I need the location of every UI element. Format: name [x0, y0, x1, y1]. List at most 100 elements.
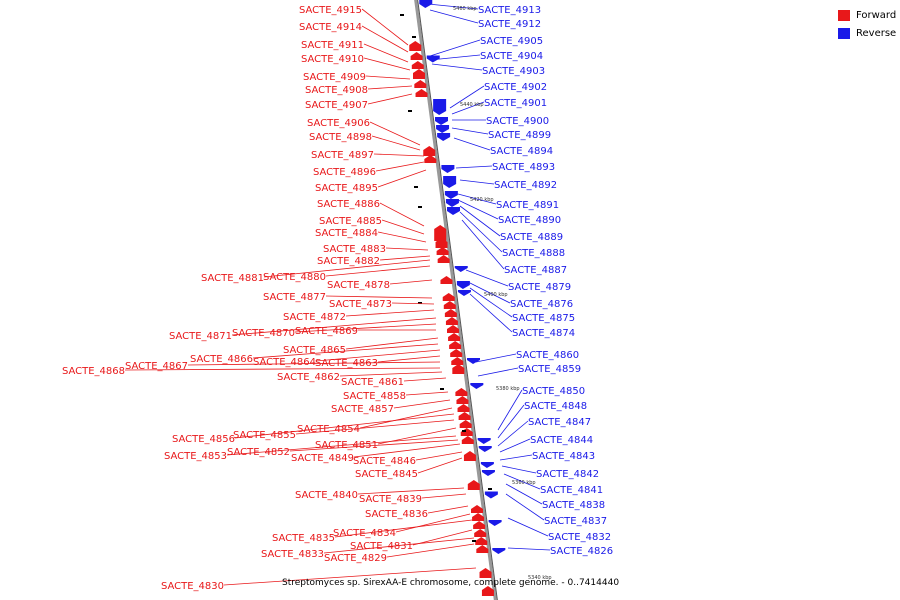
forward-gene-label[interactable]: SACTE_4871	[169, 331, 232, 342]
forward-gene-label[interactable]: SACTE_4909	[303, 72, 366, 83]
reverse-gene-label[interactable]: SACTE_4903	[482, 66, 545, 77]
reverse-gene-label[interactable]: SACTE_4890	[498, 215, 561, 226]
forward-gene-label[interactable]: SACTE_4836	[365, 509, 428, 520]
reverse-gene-label[interactable]: SACTE_4838	[542, 500, 605, 511]
reverse-leader-line	[469, 287, 513, 318]
forward-gene-label[interactable]: SACTE_4873	[329, 299, 392, 310]
reverse-leader-line	[505, 493, 545, 521]
forward-gene-label[interactable]: SACTE_4910	[301, 54, 364, 65]
forward-leader-line	[381, 219, 425, 235]
forward-gene-label[interactable]: SACTE_4885	[319, 216, 382, 227]
forward-gene-label[interactable]: SACTE_4835	[272, 533, 335, 544]
forward-gene-label[interactable]: SACTE_4846	[353, 456, 416, 467]
reverse-gene-label[interactable]: SACTE_4899	[488, 130, 551, 141]
forward-gene-label[interactable]: SACTE_4853	[164, 451, 227, 462]
forward-gene-feature	[442, 293, 455, 301]
forward-gene-label[interactable]: SACTE_4864	[253, 357, 316, 368]
forward-gene-label[interactable]: SACTE_4881	[201, 273, 264, 284]
forward-gene-label[interactable]: SACTE_4907	[305, 100, 368, 111]
forward-gene-label[interactable]: SACTE_4862	[277, 372, 340, 383]
reverse-gene-label[interactable]: SACTE_4892	[494, 180, 557, 191]
forward-gene-label[interactable]: SACTE_4857	[331, 404, 394, 415]
reverse-gene-label[interactable]: SACTE_4901	[484, 98, 547, 109]
forward-gene-label[interactable]: SACTE_4834	[333, 528, 396, 539]
forward-gene-label[interactable]: SACTE_4831	[350, 541, 413, 552]
forward-gene-label[interactable]: SACTE_4830	[161, 581, 224, 592]
reverse-gene-label[interactable]: SACTE_4876	[510, 299, 573, 310]
forward-gene-label[interactable]: SACTE_4880	[263, 272, 326, 283]
reverse-gene-label[interactable]: SACTE_4859	[518, 364, 581, 375]
forward-gene-label[interactable]: SACTE_4855	[233, 430, 296, 441]
forward-gene-label[interactable]: SACTE_4884	[315, 228, 378, 239]
reverse-gene-label[interactable]: SACTE_4848	[524, 401, 587, 412]
reverse-gene-label[interactable]: SACTE_4888	[502, 248, 565, 259]
reverse-gene-label[interactable]: SACTE_4894	[490, 146, 553, 157]
reverse-gene-label[interactable]: SACTE_4832	[548, 532, 611, 543]
forward-gene-label[interactable]: SACTE_4868	[62, 366, 125, 377]
forward-gene-label[interactable]: SACTE_4851	[315, 440, 378, 451]
reverse-gene-label[interactable]: SACTE_4905	[480, 36, 543, 47]
forward-gene-label[interactable]: SACTE_4867	[125, 361, 188, 372]
forward-gene-label[interactable]: SACTE_4858	[343, 391, 406, 402]
reverse-gene-label[interactable]: SACTE_4842	[536, 469, 599, 480]
forward-gene-label[interactable]: SACTE_4829	[324, 553, 387, 564]
forward-gene-label[interactable]: SACTE_4882	[317, 256, 380, 267]
reverse-gene-label[interactable]: SACTE_4847	[528, 417, 591, 428]
forward-gene-label[interactable]: SACTE_4877	[263, 292, 326, 303]
reverse-gene-label[interactable]: SACTE_4874	[512, 328, 575, 339]
forward-gene-label[interactable]: SACTE_4898	[309, 132, 372, 143]
forward-gene-label[interactable]: SACTE_4878	[327, 280, 390, 291]
reverse-gene-label[interactable]: SACTE_4826	[550, 546, 613, 557]
forward-gene-label[interactable]: SACTE_4856	[172, 434, 235, 445]
forward-gene-label[interactable]: SACTE_4897	[311, 150, 374, 161]
reverse-gene-label[interactable]: SACTE_4843	[532, 451, 595, 462]
reverse-gene-label[interactable]: SACTE_4912	[478, 19, 541, 30]
reverse-gene-label[interactable]: SACTE_4900	[486, 116, 549, 127]
forward-gene-label[interactable]: SACTE_4854	[297, 424, 360, 435]
forward-gene-label[interactable]: SACTE_4870	[232, 328, 295, 339]
kbp-position-label: 5460 kbp	[453, 6, 477, 12]
forward-gene-label[interactable]: SACTE_4861	[341, 377, 404, 388]
reverse-gene-label[interactable]: SACTE_4887	[504, 265, 567, 276]
reverse-gene-label[interactable]: SACTE_4837	[544, 516, 607, 527]
forward-gene-label[interactable]: SACTE_4866	[190, 354, 253, 365]
forward-leader-line	[391, 302, 435, 305]
reverse-gene-label[interactable]: SACTE_4844	[530, 435, 593, 446]
forward-gene-label[interactable]: SACTE_4865	[283, 345, 346, 356]
reverse-gene-label[interactable]: SACTE_4893	[492, 162, 555, 173]
forward-leader-line	[357, 487, 465, 495]
forward-gene-label[interactable]: SACTE_4852	[227, 447, 290, 458]
reverse-gene-label[interactable]: SACTE_4879	[508, 282, 571, 293]
reverse-leader-line	[499, 438, 531, 453]
forward-gene-label[interactable]: SACTE_4863	[315, 358, 378, 369]
reverse-gene-label[interactable]: SACTE_4891	[496, 200, 559, 211]
reverse-gene-label[interactable]: SACTE_4841	[540, 485, 603, 496]
reverse-gene-label[interactable]: SACTE_4904	[480, 51, 543, 62]
forward-gene-label[interactable]: SACTE_4886	[317, 199, 380, 210]
reverse-gene-label[interactable]: SACTE_4902	[484, 82, 547, 93]
forward-gene-label[interactable]: SACTE_4908	[305, 85, 368, 96]
forward-gene-label[interactable]: SACTE_4906	[307, 118, 370, 129]
reverse-gene-label[interactable]: SACTE_4875	[512, 313, 575, 324]
reverse-gene-label[interactable]: SACTE_4860	[516, 350, 579, 361]
forward-gene-label[interactable]: SACTE_4914	[299, 22, 362, 33]
forward-gene-label[interactable]: SACTE_4895	[315, 183, 378, 194]
forward-gene-label[interactable]: SACTE_4833	[261, 549, 324, 560]
forward-gene-label[interactable]: SACTE_4911	[301, 40, 364, 51]
forward-gene-label[interactable]: SACTE_4915	[299, 5, 362, 16]
forward-gene-label[interactable]: SACTE_4839	[359, 494, 422, 505]
forward-gene-label[interactable]: SACTE_4896	[313, 167, 376, 178]
forward-leader-line	[294, 323, 437, 333]
forward-gene-feature	[471, 505, 483, 513]
forward-gene-label[interactable]: SACTE_4840	[295, 490, 358, 501]
chromosome-backbone	[414, 0, 498, 600]
forward-gene-label[interactable]: SACTE_4849	[291, 453, 354, 464]
forward-gene-label[interactable]: SACTE_4869	[295, 326, 358, 337]
reverse-gene-label[interactable]: SACTE_4913	[478, 5, 541, 16]
reverse-gene-label[interactable]: SACTE_4889	[500, 232, 563, 243]
forward-gene-label[interactable]: SACTE_4872	[283, 312, 346, 323]
forward-gene-label[interactable]: SACTE_4845	[355, 469, 418, 480]
forward-gene-label[interactable]: SACTE_4883	[323, 244, 386, 255]
reverse-gene-label[interactable]: SACTE_4850	[522, 386, 585, 397]
